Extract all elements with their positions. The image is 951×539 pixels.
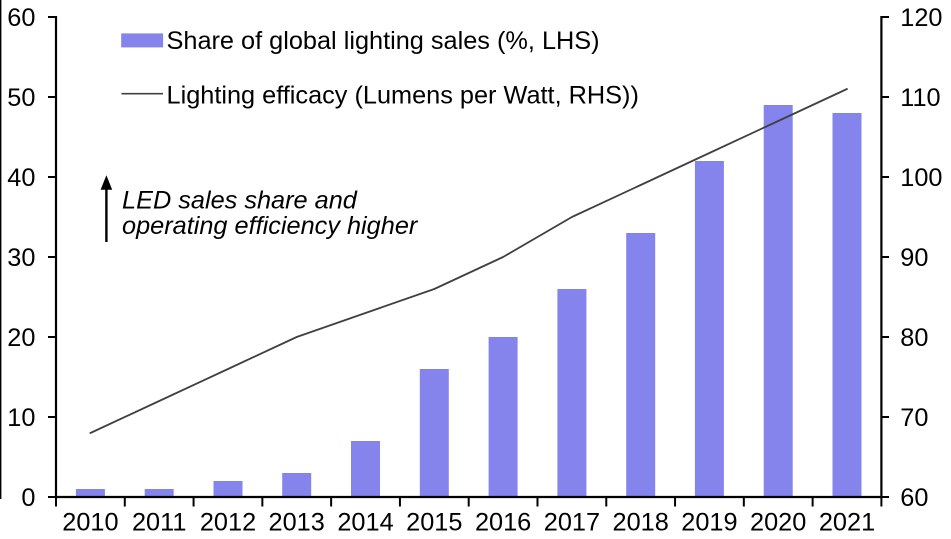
svg-text:30: 30 [7, 244, 35, 272]
svg-text:2020: 2020 [750, 509, 806, 537]
svg-text:2010: 2010 [62, 509, 118, 537]
svg-text:2021: 2021 [819, 509, 875, 537]
svg-text:110: 110 [900, 84, 940, 112]
svg-text:90: 90 [900, 244, 928, 272]
svg-text:100: 100 [900, 164, 942, 192]
svg-text:60: 60 [7, 4, 35, 32]
svg-text:2011: 2011 [132, 509, 186, 537]
svg-text:50: 50 [7, 84, 35, 112]
svg-text:80: 80 [900, 324, 928, 352]
svg-text:70: 70 [900, 404, 928, 432]
svg-text:120: 120 [900, 4, 942, 32]
svg-text:LED sales share and: LED sales share and [122, 187, 358, 215]
svg-text:2018: 2018 [613, 509, 669, 537]
svg-text:Share of global lighting sales: Share of global lighting sales (%, LHS) [167, 27, 600, 55]
svg-text:2016: 2016 [475, 509, 531, 537]
svg-text:0: 0 [21, 484, 35, 512]
svg-text:2014: 2014 [337, 509, 393, 537]
svg-text:2019: 2019 [681, 509, 737, 537]
svg-text:operating efficiency higher: operating efficiency higher [122, 212, 419, 240]
svg-text:Lighting efficacy (Lumens per: Lighting efficacy (Lumens per Watt, RHS)… [167, 81, 639, 109]
svg-text:2017: 2017 [544, 509, 600, 537]
svg-text:2013: 2013 [269, 509, 325, 537]
svg-text:40: 40 [7, 164, 35, 192]
svg-text:20: 20 [7, 324, 35, 352]
svg-text:2015: 2015 [406, 509, 462, 537]
svg-text:60: 60 [900, 484, 928, 512]
svg-text:2012: 2012 [200, 509, 256, 537]
svg-text:10: 10 [7, 404, 35, 432]
